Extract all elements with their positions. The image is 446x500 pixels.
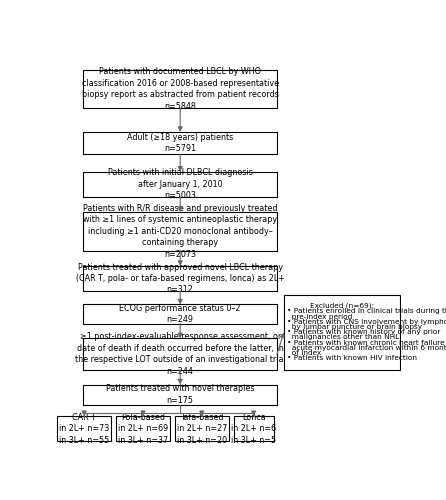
FancyBboxPatch shape bbox=[284, 295, 400, 370]
Text: ≥1 post-index-evaluable response assessment, or
date of death if death occurred : ≥1 post-index-evaluable response assessm… bbox=[75, 332, 285, 376]
Text: Tafa-based
in 2L+ n=27
in 3L+ n=20: Tafa-based in 2L+ n=27 in 3L+ n=20 bbox=[177, 412, 227, 444]
Text: • Patients with CNS involvement by lymphoma: • Patients with CNS involvement by lymph… bbox=[287, 318, 446, 324]
Text: pre-index period: pre-index period bbox=[287, 314, 352, 320]
Text: Patients with R/R disease and previously treated
with ≥1 lines of systemic antin: Patients with R/R disease and previously… bbox=[83, 204, 277, 258]
FancyBboxPatch shape bbox=[83, 70, 277, 108]
FancyBboxPatch shape bbox=[83, 384, 277, 404]
FancyBboxPatch shape bbox=[83, 172, 277, 196]
Text: of index: of index bbox=[287, 350, 321, 356]
Text: Patients treated with novel therapies
n=175: Patients treated with novel therapies n=… bbox=[106, 384, 254, 405]
Text: by lumbar puncture or brain biopsy: by lumbar puncture or brain biopsy bbox=[287, 324, 422, 330]
Text: acute myocardial infarction within 6 months: acute myocardial infarction within 6 mon… bbox=[287, 344, 446, 350]
FancyBboxPatch shape bbox=[234, 416, 273, 441]
FancyBboxPatch shape bbox=[83, 304, 277, 324]
Text: Lonca
in 2L+ n=6
in 3L+ n=5: Lonca in 2L+ n=6 in 3L+ n=5 bbox=[231, 412, 276, 444]
FancyBboxPatch shape bbox=[83, 132, 277, 154]
Text: • Patients with known chronic heart failure or: • Patients with known chronic heart fail… bbox=[287, 340, 446, 345]
Text: ECOG performance status 0–2
n=249: ECOG performance status 0–2 n=249 bbox=[120, 304, 241, 324]
Text: CAR T
in 2L+ n=73
in 3L+ n=55: CAR T in 2L+ n=73 in 3L+ n=55 bbox=[59, 412, 109, 444]
FancyBboxPatch shape bbox=[116, 416, 170, 441]
Text: • Patients with known HIV infection: • Patients with known HIV infection bbox=[287, 355, 417, 361]
Text: Patients with initial DLBCL diagnosis
after January 1, 2010
n=5003: Patients with initial DLBCL diagnosis af… bbox=[108, 168, 252, 200]
Text: • Patients with known history of any prior: • Patients with known history of any pri… bbox=[287, 329, 440, 335]
Text: Patients treated with approved novel LBCL therapy
(CAR T, pola- or tafa-based re: Patients treated with approved novel LBC… bbox=[76, 262, 285, 294]
Text: Adult (≥18 years) patients
n=5791: Adult (≥18 years) patients n=5791 bbox=[127, 133, 233, 154]
Text: • Patients enrolled in clinical trials during the: • Patients enrolled in clinical trials d… bbox=[287, 308, 446, 314]
Text: Patients with documented LBCL by WHO
classification 2016 or 2008-based represent: Patients with documented LBCL by WHO cla… bbox=[82, 67, 279, 110]
FancyBboxPatch shape bbox=[58, 416, 111, 441]
Text: Excluded (n=69):: Excluded (n=69): bbox=[310, 302, 374, 309]
Text: Pola-based
in 2L+ n=69
in 3L+ n=37: Pola-based in 2L+ n=69 in 3L+ n=37 bbox=[118, 412, 168, 444]
FancyBboxPatch shape bbox=[83, 266, 277, 291]
Text: malignancies other than NHL: malignancies other than NHL bbox=[287, 334, 399, 340]
FancyBboxPatch shape bbox=[83, 212, 277, 250]
FancyBboxPatch shape bbox=[175, 416, 229, 441]
FancyBboxPatch shape bbox=[83, 338, 277, 370]
